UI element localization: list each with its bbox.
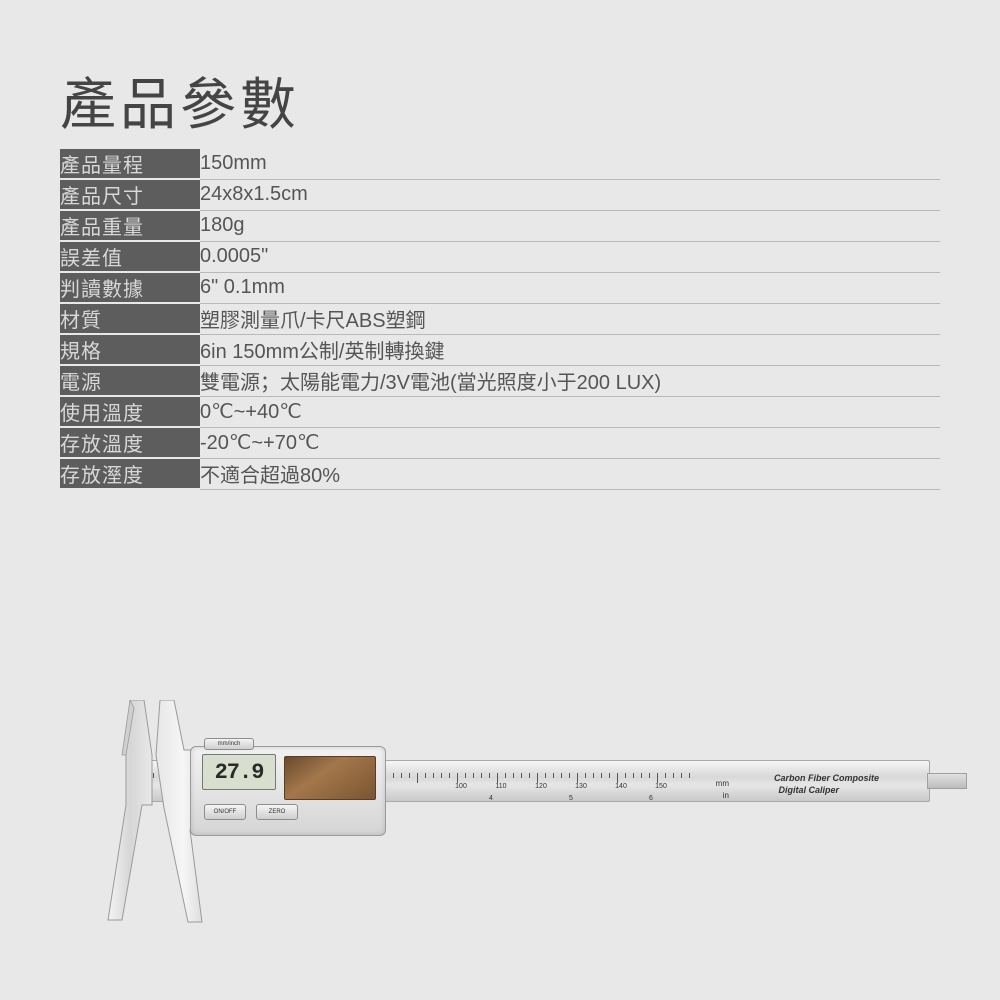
table-row: 使用溫度0℃~+40℃ <box>60 396 940 427</box>
unit-in-label: in <box>723 791 729 800</box>
spec-value: 180g <box>200 210 940 241</box>
scale-mm-label: 120 <box>535 783 547 790</box>
spec-value: 不適合超過80% <box>200 458 940 489</box>
fixed-jaw <box>92 700 154 925</box>
table-row: 產品尺寸24x8x1.5cm <box>60 179 940 210</box>
brand-line-2: Digital Caliper <box>778 785 839 795</box>
scale-mm-label: 130 <box>575 783 587 790</box>
spec-table: 產品量程150mm產品尺寸24x8x1.5cm產品重量180g誤差值0.0005… <box>60 149 940 490</box>
spec-label: 電源 <box>60 365 200 396</box>
spec-value: -20℃~+70℃ <box>200 427 940 458</box>
spec-label: 材質 <box>60 303 200 334</box>
scale-in-label: 5 <box>569 795 573 802</box>
spec-label: 規格 <box>60 334 200 365</box>
table-row: 存放溫度-20℃~+70℃ <box>60 427 940 458</box>
spec-label: 存放溼度 <box>60 458 200 489</box>
brand-line-1: Carbon Fiber Composite <box>774 773 879 783</box>
table-row: 誤差值0.0005" <box>60 241 940 272</box>
mm-inch-button: mm/inch <box>204 738 254 750</box>
table-row: 存放溼度不適合超過80% <box>60 458 940 489</box>
spec-value: 24x8x1.5cm <box>200 179 940 210</box>
zero-button: ZERO <box>256 804 298 820</box>
spec-value: 6" 0.1mm <box>200 272 940 303</box>
spec-label: 產品重量 <box>60 210 200 241</box>
spec-value: 0.0005" <box>200 241 940 272</box>
table-row: 產品量程150mm <box>60 149 940 179</box>
scale-mm-label: 140 <box>615 783 627 790</box>
spec-label: 存放溫度 <box>60 427 200 458</box>
spec-value: 塑膠測量爪/卡尺ABS塑鋼 <box>200 303 940 334</box>
spec-value: 0℃~+40℃ <box>200 396 940 427</box>
spec-value: 150mm <box>200 149 940 179</box>
spec-label: 判讀數據 <box>60 272 200 303</box>
table-row: 產品重量180g <box>60 210 940 241</box>
slider-assembly: mm/inch 27.9 ON/OFF ZERO <box>150 700 380 925</box>
scale-in-label: 6 <box>649 795 653 802</box>
lcd-display: 27.9 <box>202 754 276 790</box>
scale-mm-label: 100 <box>455 783 467 790</box>
solar-panel <box>284 756 376 800</box>
page-title: 產品參數 <box>60 60 940 141</box>
scale-mm-label: 110 <box>495 783 506 790</box>
table-row: 材質塑膠測量爪/卡尺ABS塑鋼 <box>60 303 940 334</box>
spec-label: 誤差值 <box>60 241 200 272</box>
spec-label: 使用溫度 <box>60 396 200 427</box>
on-off-button: ON/OFF <box>204 804 246 820</box>
table-row: 規格6in 150mm公制/英制轉換鍵 <box>60 334 940 365</box>
table-row: 電源雙電源；太陽能電力/3V電池(當光照度小于200 LUX) <box>60 365 940 396</box>
spec-label: 產品量程 <box>60 149 200 179</box>
unit-mm-label: mm <box>716 779 729 788</box>
spec-label: 產品尺寸 <box>60 179 200 210</box>
spec-value: 雙電源；太陽能電力/3V電池(當光照度小于200 LUX) <box>200 365 940 396</box>
caliper-illustration: 0102010011012013014015001456 mm in Carbo… <box>40 700 960 960</box>
table-row: 判讀數據6" 0.1mm <box>60 272 940 303</box>
scale-mm-label: 150 <box>655 783 667 790</box>
spec-value: 6in 150mm公制/英制轉換鍵 <box>200 334 940 365</box>
scale-in-label: 4 <box>489 795 493 802</box>
